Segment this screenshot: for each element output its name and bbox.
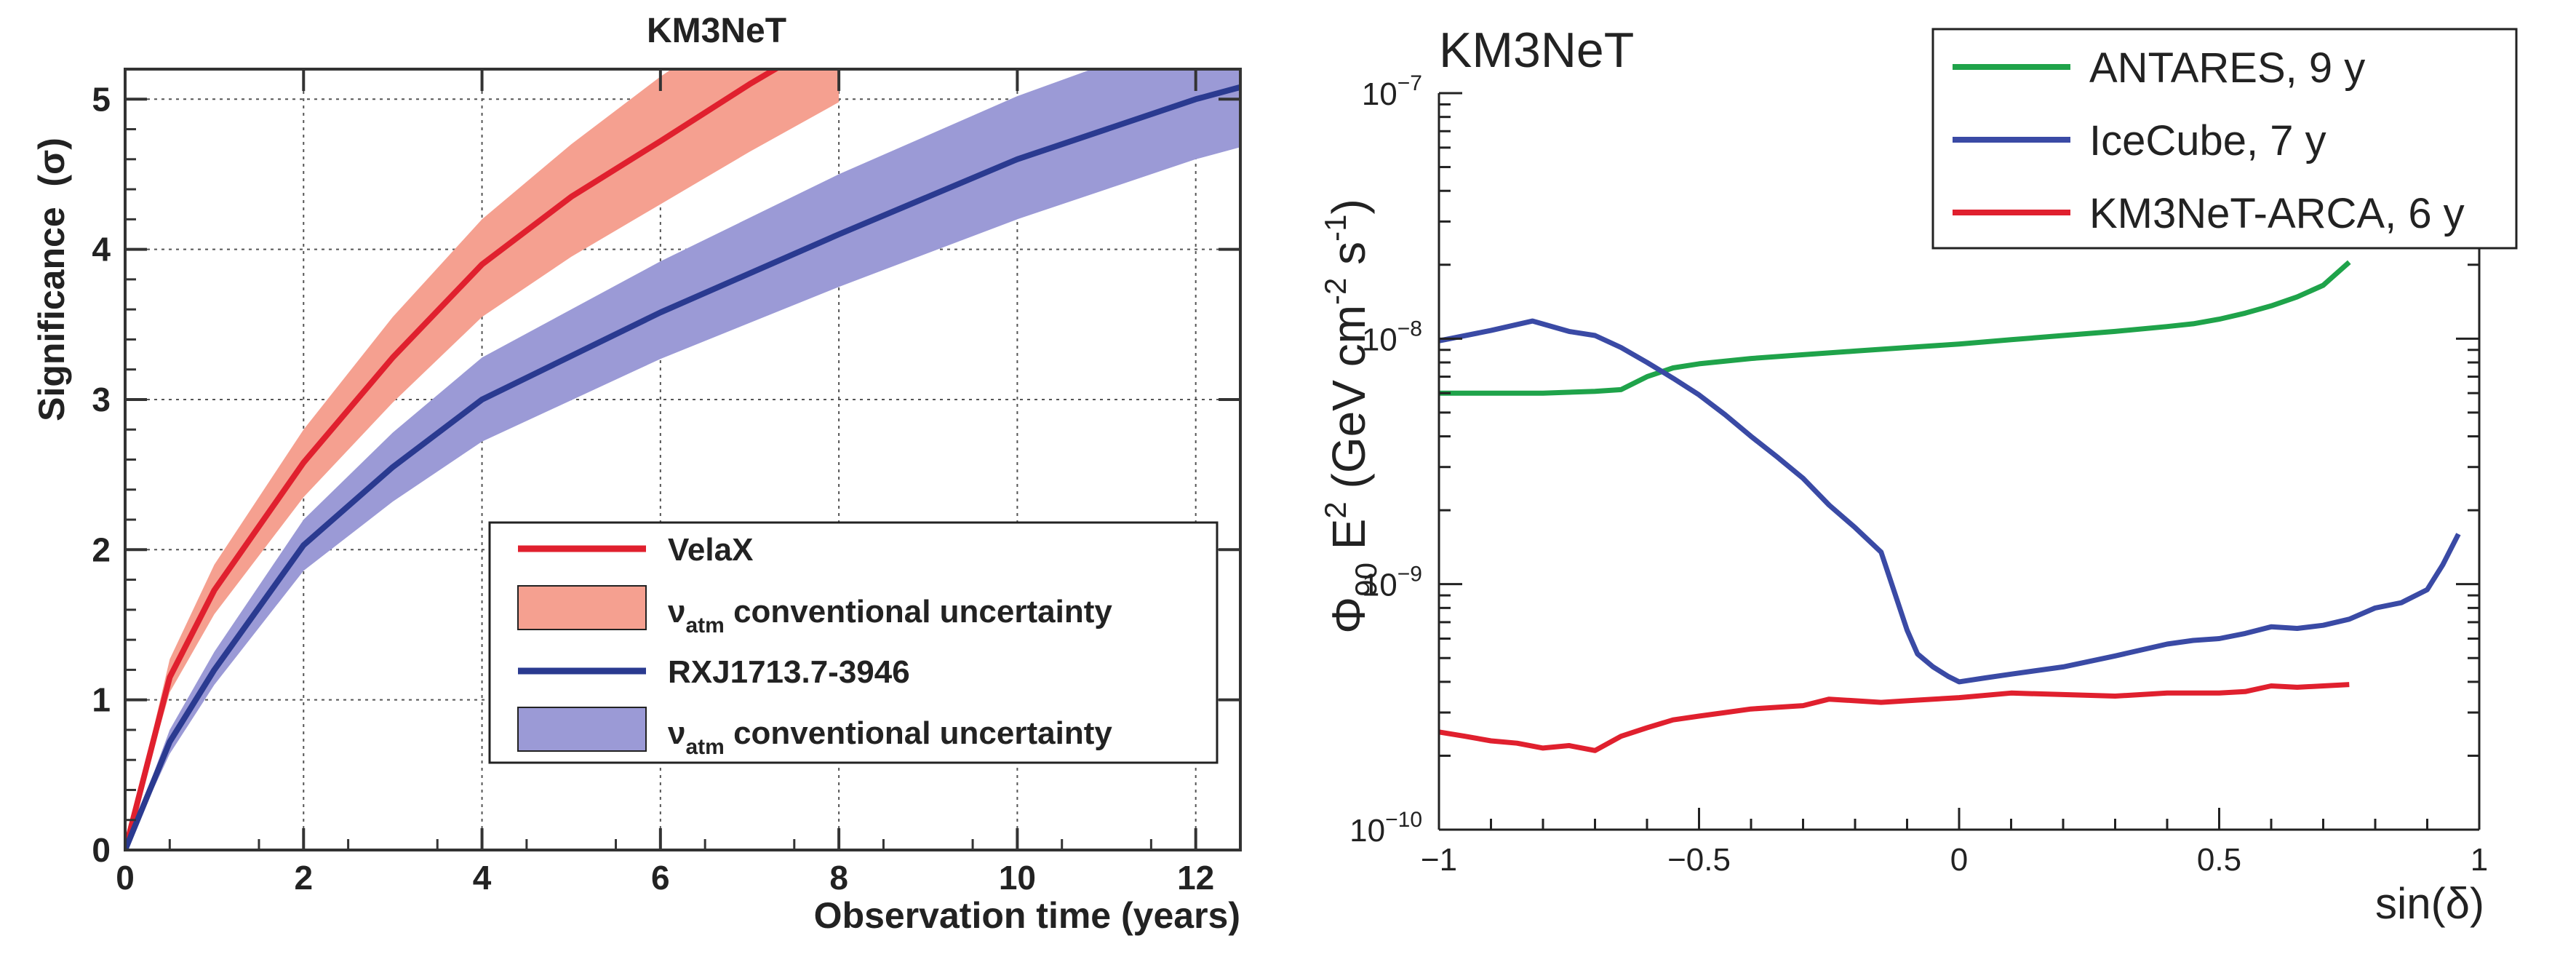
y-tick-base: 10 (1362, 322, 1397, 357)
x-tick-label: −0.5 (1667, 842, 1731, 878)
legend-label-velax-band: νatm conventional uncertainty (668, 594, 1112, 638)
right-legend: ANTARES, 9 y IceCube, 7 y KM3NeT-ARCA, 6… (1931, 28, 2518, 250)
y-tick-exponent: −7 (1397, 71, 1422, 95)
band-legend-text: conventional uncertainty (725, 594, 1113, 630)
legend-label-km3net-arca: KM3NeT-ARCA, 6 y (2089, 190, 2465, 237)
legend-item-icecube: IceCube, 7 y (1953, 117, 2326, 164)
x-tick-label: 2 (294, 859, 313, 897)
legend-label-rxj-band: νatm conventional uncertainty (668, 715, 1112, 759)
y-tick-label: 4 (92, 231, 111, 269)
series-line-1 (125, 84, 1240, 850)
legend-label-icecube: IceCube, 7 y (2089, 117, 2326, 164)
phi-symbol: Φ (1323, 597, 1375, 634)
left-chart-title: KM3NeT (647, 12, 786, 50)
legend-label-rxj: RXJ1713.7-3946 (668, 654, 910, 690)
y-tick-base: 10 (1349, 813, 1385, 849)
left-lines (125, 69, 1240, 850)
y-tick-label: 1 (92, 681, 111, 719)
y-tick-exponent: −10 (1385, 808, 1422, 832)
right-y-axis-label: Φ90 E2 (GeV cm-2 s-1) (1318, 199, 1383, 634)
energy-exponent: 2 (1318, 501, 1352, 518)
y-tick-label: 10−7 (1362, 71, 1422, 112)
left-x-axis-label: Observation time (years) (814, 895, 1240, 936)
legend-item-rxj-band: νatm conventional uncertainty (517, 707, 1112, 759)
x-tick-label: 0 (1950, 842, 1968, 878)
left-legend: VelaX νatm conventional uncertainty RXJ1… (488, 521, 1219, 764)
phi-subscript: 90 (1349, 563, 1383, 597)
y-tick-label: 10−8 (1362, 317, 1422, 357)
series-line-1 (1439, 318, 2461, 685)
y-tick-label: 0 (92, 831, 111, 869)
series-line-0 (1439, 260, 2351, 396)
y-tick-label: 10−9 (1362, 563, 1422, 603)
y-tick-label: 5 (92, 80, 111, 118)
legend-item-km3net-arca: KM3NeT-ARCA, 6 y (1953, 190, 2465, 237)
right-x-axis-label: sin(δ) (2375, 879, 2484, 928)
unit-close: ) (1323, 199, 1375, 214)
x-tick-label: 12 (1177, 859, 1214, 897)
right-chart-title: KM3NeT (1439, 23, 1634, 78)
series-line-2 (1439, 682, 2350, 753)
nu-symbol: ν (668, 715, 685, 751)
x-tick-label: 1 (2471, 842, 2488, 878)
x-tick-label: 0.5 (2197, 842, 2241, 878)
legend-item-rxj: RXJ1713.7-3946 (518, 654, 910, 690)
nu-symbol: ν (668, 594, 685, 630)
atm-subscript: atm (685, 613, 724, 638)
x-tick-label: 0 (116, 859, 135, 897)
legend-item-velax-band: νatm conventional uncertainty (517, 585, 1112, 638)
legend-label-antares: ANTARES, 9 y (2089, 44, 2365, 92)
energy-symbol: E (1323, 519, 1375, 563)
legend-swatch-rxj-band (517, 707, 647, 752)
series-line-0 (125, 69, 781, 850)
y-tick-base: 10 (1362, 76, 1397, 112)
cm-exponent: -2 (1318, 278, 1352, 305)
y-tick-exponent: −8 (1397, 317, 1422, 341)
legend-swatch-velax-band (517, 585, 647, 630)
atm-subscript: atm (685, 735, 724, 759)
y-tick-base: 10 (1362, 568, 1397, 603)
x-tick-label: 6 (651, 859, 670, 897)
legend-item-antares: ANTARES, 9 y (1953, 44, 2365, 92)
uncertainty-band-1 (125, 69, 1240, 850)
left-bands (125, 69, 1240, 850)
x-tick-label: −1 (1421, 842, 1457, 878)
x-tick-label: 10 (999, 859, 1036, 897)
uncertainty-band-0 (125, 69, 840, 850)
x-tick-label: 8 (829, 859, 848, 897)
legend-item-velax: VelaX (518, 532, 753, 568)
unit-open: (GeV cm (1323, 305, 1375, 501)
x-tick-label: 4 (473, 859, 492, 897)
y-tick-label: 10−10 (1349, 808, 1422, 849)
band-legend-text: conventional uncertainty (725, 715, 1113, 751)
y-tick-label: 3 (92, 381, 111, 418)
left-y-axis-label: Significance (σ) (31, 138, 72, 421)
y-tick-exponent: −9 (1397, 563, 1422, 587)
legend-label-velax: VelaX (668, 532, 753, 568)
unit-s: s (1323, 242, 1375, 278)
y-tick-label: 2 (92, 531, 111, 568)
right-lines (1439, 260, 2461, 753)
s-exponent: -1 (1318, 214, 1352, 241)
